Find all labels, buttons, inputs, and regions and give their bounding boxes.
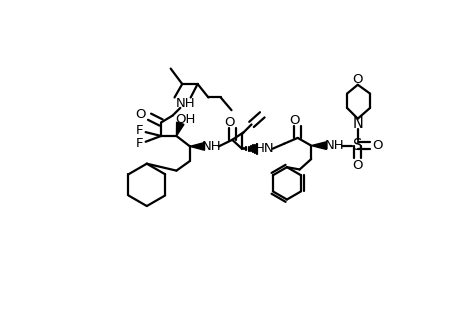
Polygon shape bbox=[177, 122, 184, 136]
Text: F: F bbox=[135, 137, 143, 150]
Text: NH: NH bbox=[202, 140, 222, 153]
Text: F: F bbox=[135, 124, 143, 137]
Text: HN: HN bbox=[255, 142, 275, 155]
Text: O: O bbox=[224, 116, 235, 129]
Text: OH: OH bbox=[175, 113, 195, 126]
Text: NH: NH bbox=[176, 97, 195, 110]
Text: S: S bbox=[353, 138, 362, 153]
Text: O: O bbox=[353, 73, 363, 86]
Text: N: N bbox=[352, 116, 363, 131]
Text: NH: NH bbox=[324, 139, 344, 152]
Text: O: O bbox=[372, 139, 383, 152]
Polygon shape bbox=[190, 142, 204, 150]
Text: O: O bbox=[289, 114, 300, 127]
Text: O: O bbox=[353, 159, 363, 172]
Text: O: O bbox=[135, 107, 146, 121]
Polygon shape bbox=[311, 142, 327, 149]
